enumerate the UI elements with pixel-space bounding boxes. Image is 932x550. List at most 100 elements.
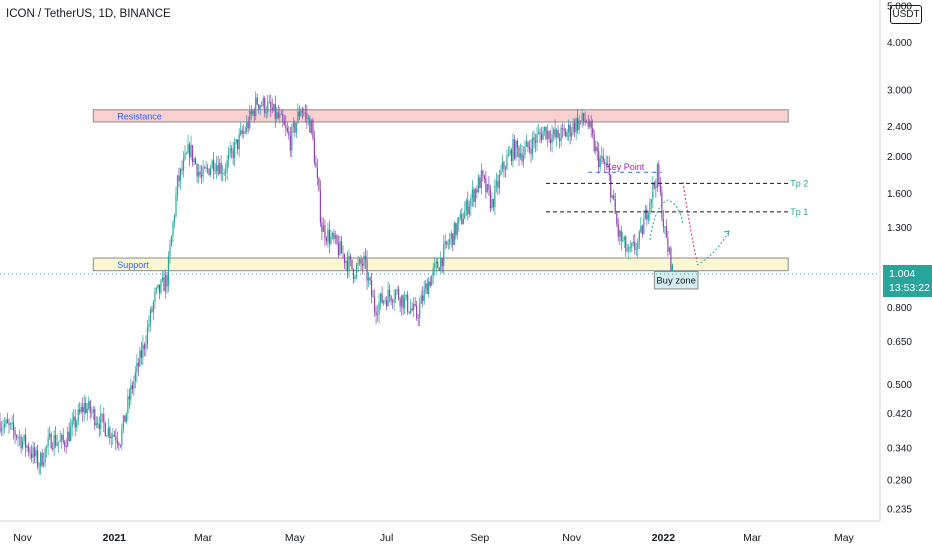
candle-2021-03-26	[240, 122, 242, 137]
candle-2021-12-31	[661, 186, 663, 222]
candle-body	[503, 161, 505, 170]
candle-2020-12-23	[100, 404, 102, 436]
candle-body	[30, 453, 33, 458]
candle-2021-08-11	[447, 239, 449, 250]
candle-body	[124, 415, 126, 423]
candle-2021-03-05	[208, 168, 210, 176]
candle-2021-12-13	[634, 233, 636, 255]
candle-body	[568, 124, 570, 133]
candle-body	[432, 268, 434, 276]
candle-2021-11-06	[578, 115, 580, 135]
price-tick: 0.800	[887, 303, 912, 314]
candle-body	[650, 199, 652, 203]
candle-2021-02-09	[172, 219, 174, 242]
candles-layer	[0, 91, 674, 475]
resistance-zone	[92, 109, 789, 123]
candle-2021-10-17	[548, 130, 550, 143]
time-tick: 2021	[103, 532, 127, 544]
key-point-label: Key Point	[606, 162, 645, 172]
candle-2021-05-08	[304, 103, 306, 123]
candle-body	[486, 184, 488, 193]
candle-2021-03-13	[220, 155, 222, 181]
candle-body	[283, 121, 285, 126]
candle-body	[136, 362, 138, 373]
candle-2021-08-16	[455, 222, 457, 240]
candle-body	[602, 156, 604, 163]
candle-2021-07-14	[405, 294, 407, 301]
candle-2020-12-22	[98, 416, 100, 437]
candle-2021-12-02	[617, 217, 619, 242]
candle-2020-12-05	[73, 409, 75, 425]
tp-1-label: Tp 1	[790, 207, 808, 217]
candle-body	[110, 437, 112, 439]
candle-2021-11-20	[599, 155, 601, 172]
candle-2021-06-07	[349, 253, 352, 267]
candle-body	[401, 295, 403, 307]
candle-2021-08-29	[474, 188, 476, 208]
price-tick: 0.500	[887, 380, 912, 391]
candle-2021-10-01	[524, 140, 526, 159]
candle-body	[32, 447, 34, 458]
candle-2020-12-20	[95, 416, 97, 429]
candle-body	[611, 195, 613, 198]
candle-body	[513, 139, 516, 159]
candle-2021-02-26	[197, 163, 200, 184]
candle-body	[109, 427, 111, 439]
candle-2020-11-17	[46, 444, 48, 458]
candle-2021-06-18	[366, 250, 368, 290]
candle-body	[292, 122, 294, 127]
recovery-projection-line	[696, 232, 729, 266]
price-axis[interactable]: 5.000 4.000 3.000 2.400 2.000 1.600 1.300 0.800…	[887, 2, 912, 516]
candle-body	[24, 434, 27, 448]
candle-2020-10-29	[17, 434, 19, 447]
price-tick: 0.650	[887, 337, 912, 348]
candle-body	[467, 200, 469, 215]
candle-2020-12-26	[104, 421, 106, 437]
candle-2021-11-23	[604, 158, 606, 174]
candle-2021-08-24	[467, 191, 469, 221]
candle-body	[112, 434, 114, 438]
candle-body	[194, 158, 197, 165]
candle-2021-08-01	[432, 262, 434, 284]
candle-2021-09-07	[488, 175, 490, 196]
candle-body	[202, 167, 204, 177]
candle-body	[420, 295, 422, 305]
candle-2020-10-19	[2, 419, 4, 436]
candle-2021-03-10	[216, 156, 218, 179]
candle-body	[477, 177, 479, 193]
currency-badge[interactable]: USDT	[890, 5, 922, 24]
candle-2021-04-05	[255, 91, 257, 120]
candle-2021-08-02	[434, 257, 436, 276]
candle-2021-10-25	[560, 124, 562, 147]
candle-body	[635, 249, 637, 251]
candle-2021-03-04	[206, 163, 209, 174]
candle-body	[225, 171, 227, 174]
candle-body	[119, 445, 121, 446]
candle-2021-09-12	[495, 172, 498, 193]
candle-2021-01-26	[151, 305, 153, 314]
candle-body	[86, 408, 88, 414]
candle-2021-04-27	[288, 125, 290, 140]
candle-body	[273, 103, 275, 111]
candle-body	[426, 283, 428, 294]
candle-body	[100, 413, 102, 429]
candle-body	[279, 113, 281, 118]
candle-2021-11-16	[593, 129, 595, 154]
candle-2021-02-15	[181, 160, 183, 175]
candle-body	[363, 255, 365, 266]
candle-body	[91, 412, 93, 414]
candle-body	[521, 153, 523, 162]
candle-2021-07-08	[396, 286, 398, 295]
candle-2021-04-20	[277, 104, 279, 120]
time-tick: Mar	[743, 532, 762, 544]
candle-body	[407, 294, 409, 312]
candle-body	[11, 422, 13, 424]
candle-body	[443, 244, 445, 267]
candle-body	[419, 304, 421, 319]
candle-2021-05-03	[297, 103, 299, 124]
time-axis[interactable]: Nov 2021 Mar May Jul Sep Nov 2022 Mar May	[13, 532, 854, 544]
candle-2021-05-05	[300, 108, 302, 117]
candle-2021-08-15	[453, 220, 455, 245]
candle-2021-01-16	[136, 354, 138, 383]
